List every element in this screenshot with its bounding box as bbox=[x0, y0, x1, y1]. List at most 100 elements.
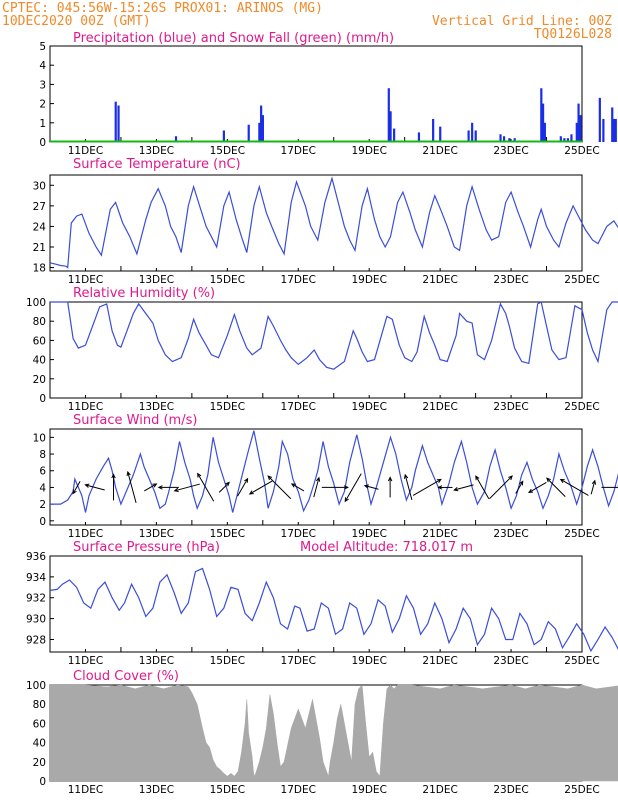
precip-bar bbox=[614, 118, 617, 142]
cloud-cover-area bbox=[49, 684, 618, 782]
x-tick-label: 15DEC bbox=[210, 655, 245, 667]
y-tick-label: 2 bbox=[39, 499, 46, 511]
x-tick-label: 25DEC bbox=[564, 401, 599, 413]
x-tick-label: 13DEC bbox=[139, 274, 174, 286]
x-tick-label: 15DEC bbox=[210, 401, 245, 413]
wind-arrow-shaft bbox=[364, 485, 379, 490]
wind-arrow-head bbox=[403, 473, 409, 479]
precip-bar bbox=[602, 118, 605, 142]
wind-arrow bbox=[173, 483, 200, 493]
x-tick-label: 13DEC bbox=[139, 401, 174, 413]
x-tick-label: 11DEC bbox=[68, 655, 103, 667]
x-tick-label: 11DEC bbox=[68, 274, 103, 286]
x-tick-label: 17DEC bbox=[281, 274, 316, 286]
x-tick-label: 11DEC bbox=[68, 528, 103, 540]
header-location: CPTEC: 045:56W-15:26S PROX01: ARINOS (MG… bbox=[2, 1, 323, 16]
wind-arrow bbox=[218, 481, 230, 493]
precip-bar bbox=[513, 138, 516, 142]
precip-bar bbox=[258, 122, 261, 142]
wind-arrow-head bbox=[344, 497, 349, 503]
y-tick-label: 20 bbox=[33, 757, 46, 769]
y-tick-label: 21 bbox=[33, 242, 46, 254]
wind-arrow bbox=[321, 485, 349, 490]
wind-arrow-shaft bbox=[590, 480, 596, 495]
panel-title: Surface Wind (m/s) bbox=[73, 413, 197, 428]
y-tick-label: 40 bbox=[33, 738, 46, 750]
y-tick-label: 932 bbox=[26, 593, 46, 605]
wind-arrow bbox=[344, 473, 362, 503]
x-tick-label: 19DEC bbox=[351, 145, 386, 157]
x-tick-label: 21DEC bbox=[422, 655, 457, 667]
precip-bar bbox=[222, 130, 225, 142]
wind-arrow-head bbox=[243, 477, 249, 483]
wind-arrow-shaft bbox=[144, 483, 157, 492]
wind-arrow-shaft bbox=[344, 473, 362, 502]
precip-bar bbox=[389, 111, 392, 142]
wind-arrow bbox=[590, 479, 597, 495]
wind-arrow bbox=[290, 483, 305, 492]
wind-arrow bbox=[126, 470, 137, 504]
panel-1: Surface Temperature (nC) 18 21 24 27 30 11DEC 1… bbox=[33, 157, 618, 286]
wind-arrow bbox=[528, 482, 547, 494]
wind-arrow-shaft bbox=[127, 471, 137, 504]
precip-bar bbox=[502, 136, 506, 142]
y-tick-label: 0 bbox=[39, 516, 46, 528]
wind-arrow bbox=[387, 476, 393, 498]
panel-annotation: Model Altitude: 718.017 m bbox=[300, 540, 473, 555]
x-tick-label: 17DEC bbox=[281, 528, 316, 540]
wind-arrow-head bbox=[248, 490, 254, 495]
y-tick-label: 0 bbox=[39, 393, 46, 405]
wind-arrow-head bbox=[437, 485, 443, 490]
wind-arrow bbox=[403, 473, 413, 501]
y-tick-label: 20 bbox=[33, 374, 46, 386]
precip-bar bbox=[114, 101, 117, 142]
wind-arrow bbox=[453, 484, 474, 492]
precip-bar bbox=[598, 97, 601, 142]
precip-bar bbox=[467, 130, 470, 142]
wind-arrow bbox=[363, 484, 379, 490]
precip-bar bbox=[432, 118, 435, 142]
wind-arrow-head bbox=[315, 476, 321, 482]
wind-arrow-shaft bbox=[412, 479, 442, 496]
precip-bar bbox=[559, 136, 562, 142]
wind-arrow-shaft bbox=[404, 474, 413, 501]
precip-bar bbox=[417, 132, 421, 142]
wind-arrow bbox=[601, 485, 618, 490]
wind-arrow-head bbox=[290, 483, 296, 488]
precip-bar bbox=[543, 122, 546, 142]
y-tick-label: 2 bbox=[39, 99, 46, 111]
precip-bar bbox=[566, 138, 570, 142]
wind-arrow-shaft bbox=[475, 475, 490, 499]
wind-arrow-head bbox=[111, 473, 116, 479]
wind-arrow bbox=[437, 485, 453, 490]
x-tick-label: 13DEC bbox=[139, 145, 174, 157]
x-tick-label: 21DEC bbox=[422, 401, 457, 413]
precip-bar bbox=[174, 136, 178, 142]
y-tick-label: 60 bbox=[33, 718, 46, 730]
y-tick-label: 18 bbox=[33, 263, 46, 275]
x-tick-label: 21DEC bbox=[422, 145, 457, 157]
y-tick-label: 3 bbox=[39, 79, 46, 91]
y-tick-label: 1 bbox=[39, 118, 46, 130]
wind-arrow bbox=[248, 480, 273, 495]
wind-arrow bbox=[559, 478, 589, 496]
panel-title: Cloud Cover (%) bbox=[73, 669, 179, 684]
wind-arrow bbox=[111, 473, 116, 501]
panel-title: Surface Temperature (nC) bbox=[73, 157, 241, 172]
wind-arrow-head bbox=[72, 489, 77, 495]
precip-bar bbox=[508, 138, 511, 142]
wind-arrow bbox=[267, 475, 292, 500]
wind-arrow-head bbox=[126, 470, 131, 477]
wind-arrow-shaft bbox=[291, 483, 305, 492]
y-tick-label: 80 bbox=[33, 699, 46, 711]
x-tick-label: 21DEC bbox=[422, 528, 457, 540]
wind-arrow-shaft bbox=[454, 484, 474, 491]
wind-arrow-shaft bbox=[174, 483, 200, 492]
wind-arrow-shaft bbox=[85, 484, 105, 491]
wind-arrow-head bbox=[591, 479, 597, 485]
x-tick-label: 11DEC bbox=[68, 145, 103, 157]
y-tick-label: 24 bbox=[33, 221, 47, 233]
y-tick-label: 27 bbox=[33, 201, 46, 213]
wind-arrow-head bbox=[528, 488, 534, 494]
